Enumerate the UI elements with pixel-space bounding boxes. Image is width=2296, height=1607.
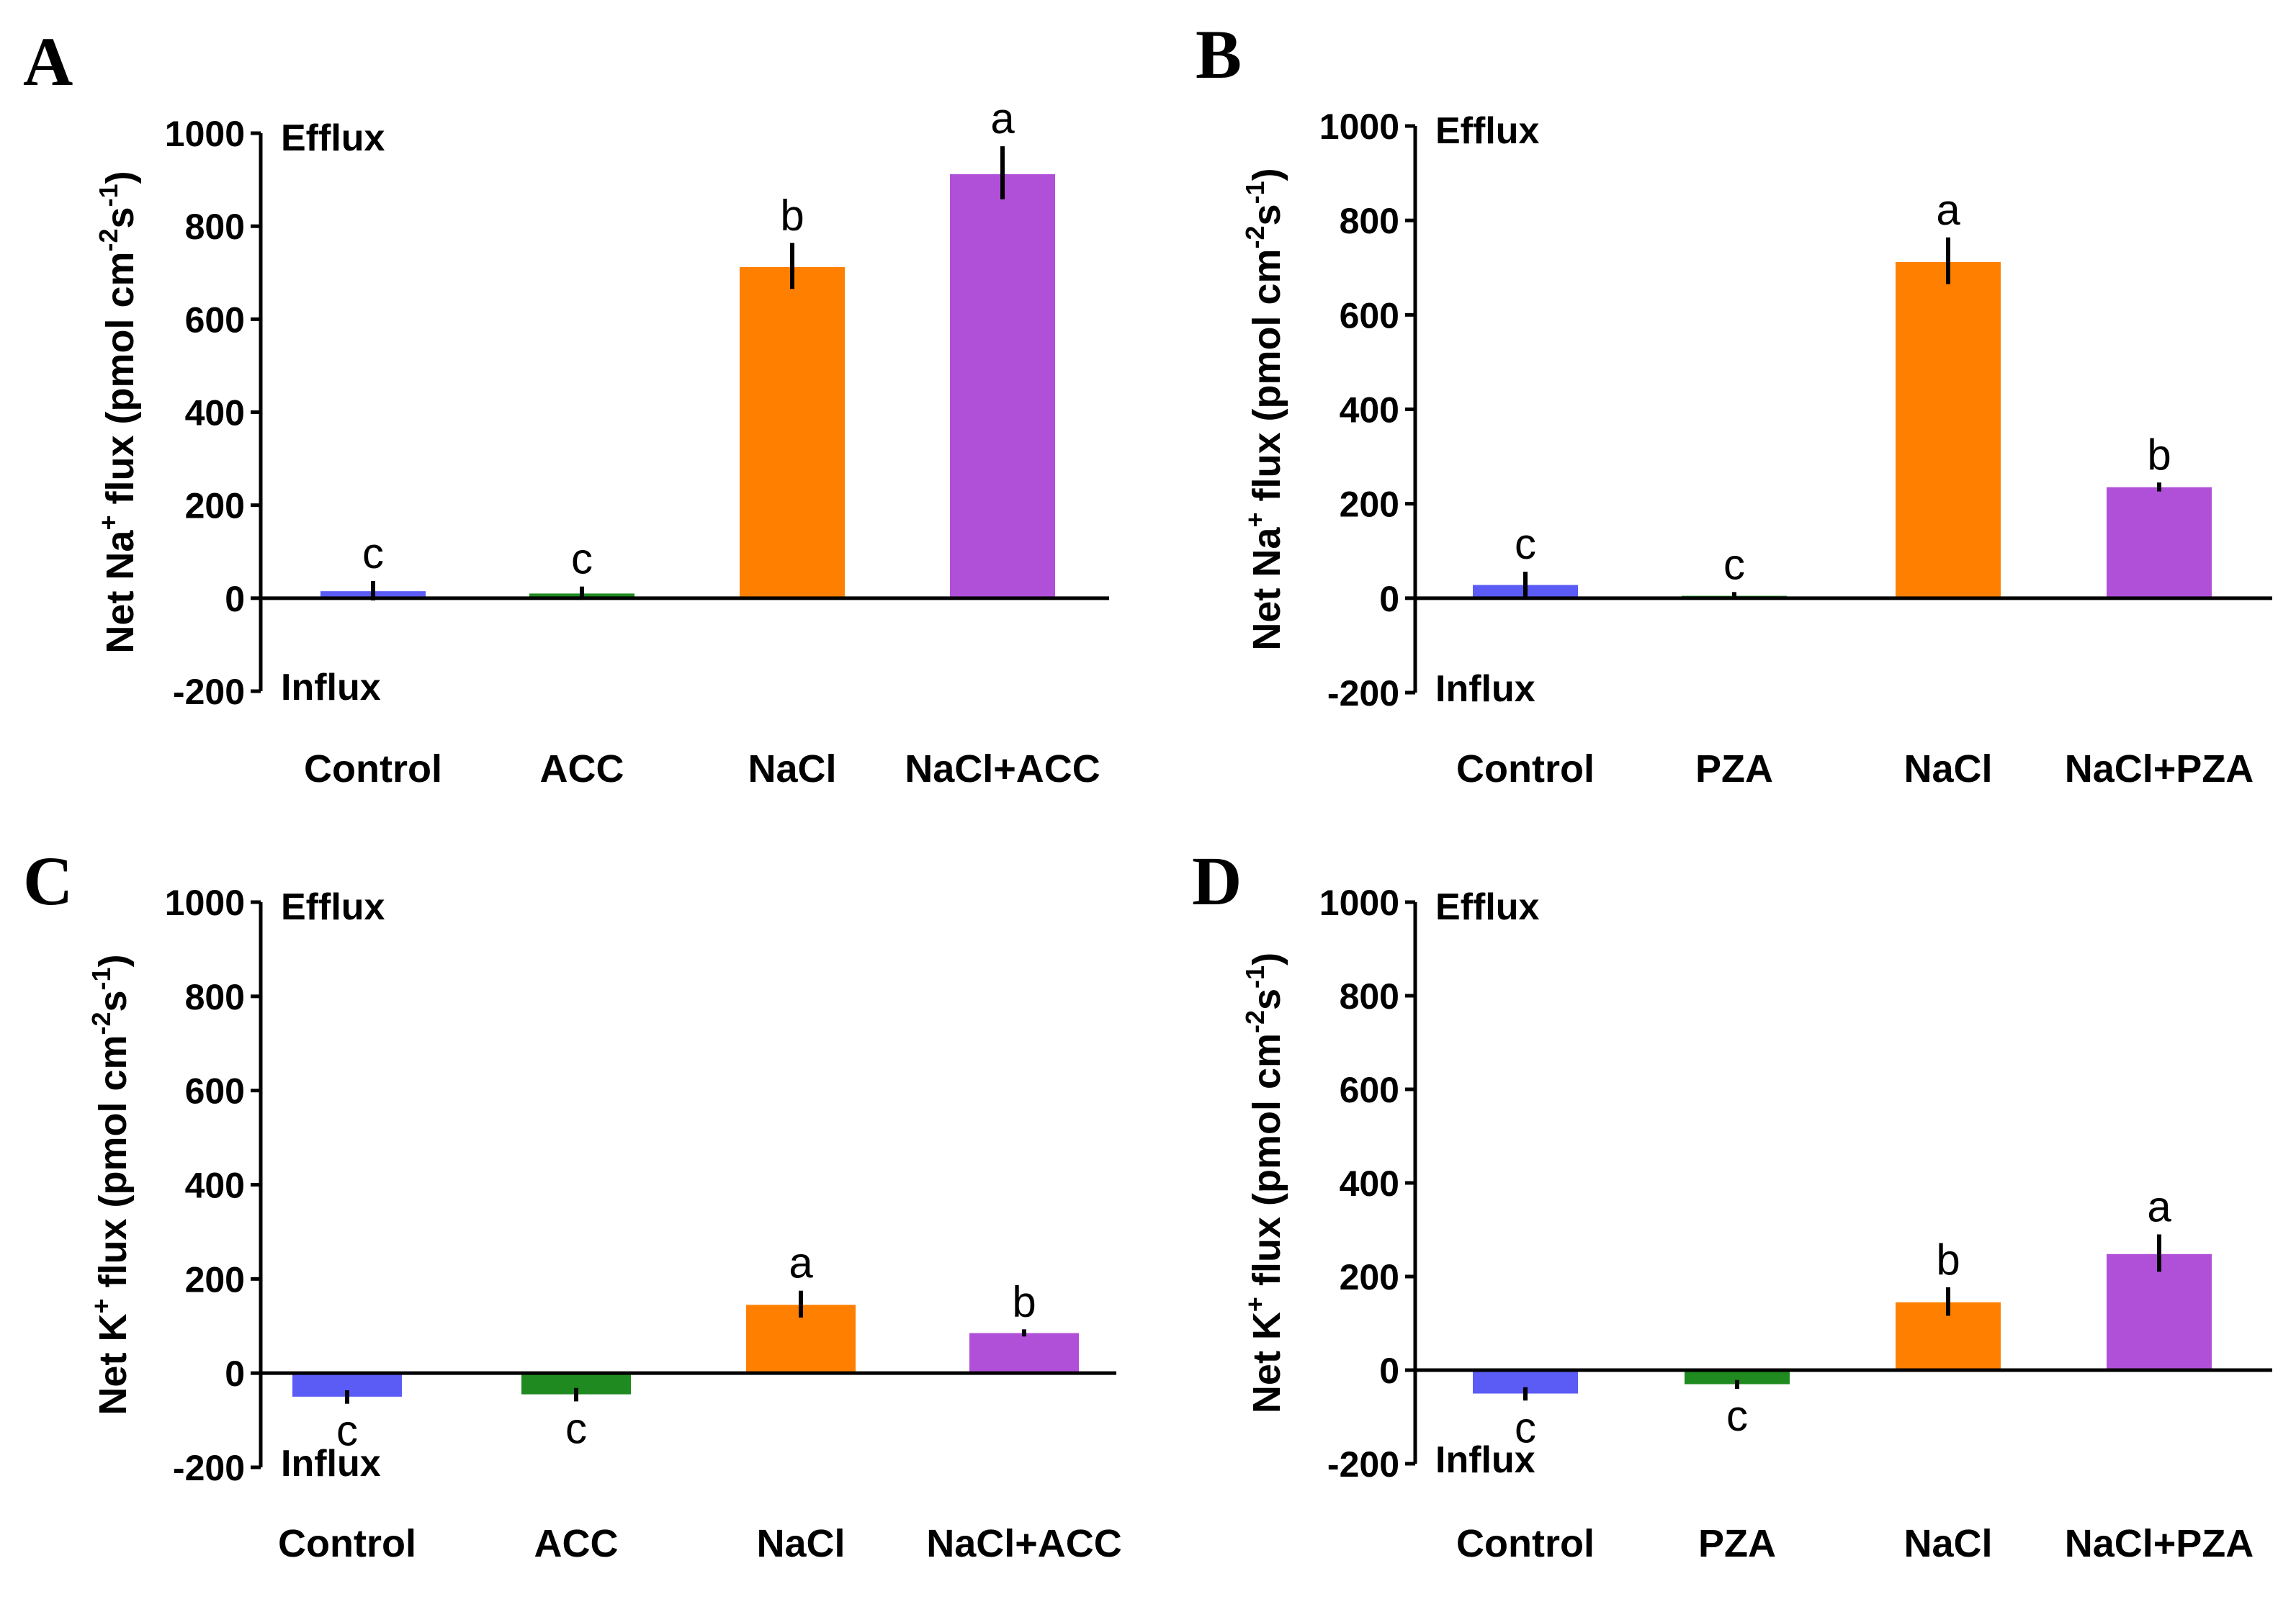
significance-label: a [2147,1183,2171,1231]
panel-letter: D [1192,842,1242,919]
influx-label: Influx [281,667,381,708]
y-tick-label: 600 [1340,295,1399,336]
influx-label: Influx [1435,668,1535,710]
y-tick-label: 400 [1340,390,1399,431]
y-tick-label: -200 [173,1448,245,1488]
bar [1896,261,2001,598]
significance-label: b [1012,1277,1036,1325]
panel-a: Ac c b a 1000 800 600 400 200 0 -200 Efflux Influx Co… [23,23,1109,791]
panel-letter: C [23,842,73,919]
significance-label: b [1936,1235,1960,1284]
category-label: NaCl+ACC [926,1522,1122,1565]
panel-letter: B [1196,16,1242,93]
panel-c: Cc c a b 1000 800 600 400 200 0 -200 Efflux Influx Co… [23,842,1122,1565]
y-tick-label: 400 [185,1166,245,1206]
y-tick-label: 0 [225,579,245,619]
y-tick-label: 1000 [1319,883,1399,923]
category-label: PZA [1695,747,1773,791]
significance-label: c [1723,540,1745,588]
category-label: NaCl+PZA [2065,1522,2254,1565]
significance-label: c [336,1407,358,1455]
y-tick-label: 1000 [1319,107,1399,147]
significance-label: c [1515,520,1536,568]
bar [740,267,845,598]
category-label: Control [1456,747,1595,791]
significance-label: c [1515,1403,1536,1451]
y-tick-label: 600 [1340,1070,1399,1110]
y-tick-label: 1000 [165,883,245,923]
significance-label: a [1936,186,1960,234]
y-tick-label: 0 [1379,1351,1399,1391]
efflux-label: Efflux [281,117,385,159]
category-label: NaCl [1903,747,1992,791]
y-tick-label: 600 [185,1071,245,1112]
significance-label: c [1726,1392,1748,1440]
y-tick-label: -200 [173,672,245,712]
y-axis-label: Net K+ flux (pmol cm-2s-1) [1240,953,1288,1413]
y-axis-label: Net Na+ flux (pmol cm-2s-1) [1240,168,1288,650]
y-tick-label: 0 [225,1354,245,1394]
y-tick-label: 200 [185,486,245,526]
y-tick-label: 800 [185,207,245,247]
y-tick-label: 800 [185,977,245,1017]
efflux-label: Efflux [1435,886,1540,928]
panel-letter: A [23,23,73,100]
category-label: Control [304,747,442,791]
efflux-label: Efflux [1435,110,1540,152]
category-label: ACC [534,1522,619,1565]
significance-label: b [780,191,804,239]
panel-b: Bc c a b 1000 800 600 400 200 0 -200 Efflux Influx Co… [1196,16,2272,791]
y-tick-label: 800 [1340,976,1399,1017]
y-tick-label: 400 [1340,1163,1399,1204]
significance-label: a [990,94,1015,143]
y-tick-label: 400 [185,393,245,433]
category-label: NaCl+PZA [2065,747,2254,791]
bar [950,174,1055,598]
significance-label: c [362,529,384,577]
influx-label: Influx [1435,1439,1535,1481]
category-label: NaCl+ACC [905,747,1100,791]
bar [2107,1253,2212,1370]
y-tick-label: 1000 [165,114,245,154]
efflux-label: Efflux [281,886,385,928]
bar [1685,1370,1790,1385]
significance-label: a [789,1239,813,1287]
panel-d: Dc c b a 1000 800 600 400 200 0 -200 Efflux Influx Co… [1192,842,2272,1565]
y-tick-label: 800 [1340,201,1399,241]
category-label: Control [1456,1522,1595,1565]
category-label: NaCl [748,747,836,791]
category-label: NaCl [756,1522,845,1565]
bar [969,1333,1079,1374]
bar [2107,487,2212,598]
significance-label: b [2147,431,2171,479]
category-label: PZA [1698,1522,1776,1565]
y-axis-label: Net K+ flux (pmol cm-2s-1) [86,954,135,1415]
y-tick-label: -200 [1327,673,1399,714]
category-label: ACC [540,747,624,791]
y-tick-label: 600 [185,300,245,340]
y-tick-label: 200 [1340,1257,1399,1297]
influx-label: Influx [281,1443,381,1485]
category-label: NaCl [1903,1522,1992,1565]
significance-label: c [571,535,593,583]
significance-label: c [565,1404,587,1452]
y-tick-label: 200 [1340,485,1399,525]
category-label: Control [278,1522,416,1565]
y-tick-label: 0 [1379,579,1399,619]
y-tick-label: -200 [1327,1444,1399,1485]
y-tick-label: 200 [185,1259,245,1300]
y-axis-label: Net Na+ flux (pmol cm-2s-1) [94,171,142,653]
